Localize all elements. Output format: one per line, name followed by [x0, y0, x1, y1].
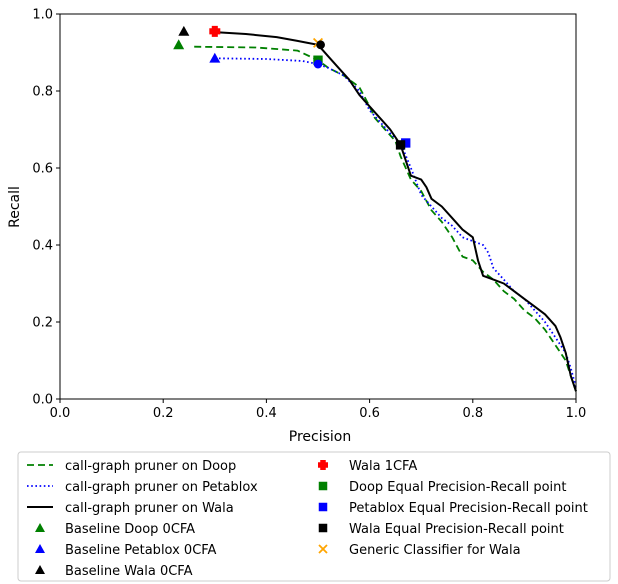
- x-tick-label: 0.6: [359, 406, 380, 421]
- point-marker-4: [209, 25, 221, 37]
- point-marker-7: [395, 140, 406, 150]
- legend-marker-swatch: [318, 523, 328, 533]
- point-marker-1: [173, 39, 185, 50]
- y-axis-label: Recall: [7, 186, 23, 228]
- extra-marker-2: [316, 40, 325, 50]
- point-marker-3: [178, 25, 190, 36]
- legend-marker-swatch: [35, 565, 45, 574]
- y-tick-label: 0.6: [32, 162, 53, 177]
- x-tick-label: 0.8: [462, 406, 483, 421]
- legend-entry-6: Baseline Wala 0CFA: [35, 564, 193, 579]
- legend-label: Doop Equal Precision-Recall point: [349, 480, 566, 495]
- y-tick-label: 0.2: [32, 316, 53, 331]
- legend-entry-3: call-graph pruner on Wala: [27, 501, 234, 516]
- legend-entry-4: Baseline Doop 0CFA: [35, 522, 195, 537]
- y-tick-label: 1.0: [32, 8, 53, 23]
- series-line-3: [214, 31, 577, 392]
- series-line-2: [214, 57, 577, 388]
- x-tick-label: 1.0: [566, 406, 587, 421]
- axes-frame: [59, 13, 577, 400]
- legend-label: Wala Equal Precision-Recall point: [349, 522, 564, 537]
- legend-marker-swatch: [318, 502, 328, 512]
- legend-marker-swatch: [318, 544, 328, 554]
- y-tick-label: 0.8: [32, 85, 53, 100]
- legend-entry-8: Doop Equal Precision-Recall point: [318, 480, 566, 495]
- extra-marker-1: [313, 59, 323, 69]
- legend-entry-5: Baseline Petablox 0CFA: [35, 543, 217, 558]
- y-tick-label: 0.0: [32, 393, 53, 408]
- x-tick-label: 0.4: [256, 406, 277, 421]
- legend-label: Generic Classifier for Wala: [349, 543, 521, 558]
- legend-marker-swatch: [318, 460, 328, 470]
- legend-entry-11: Generic Classifier for Wala: [318, 543, 521, 558]
- legend-entry-2: call-graph pruner on Petablox: [27, 480, 258, 495]
- legend-label: Petablox Equal Precision-Recall point: [349, 501, 588, 516]
- legend-marker-swatch: [318, 481, 328, 491]
- legend-marker-swatch: [35, 523, 45, 532]
- plot-area: [173, 25, 577, 392]
- x-axis-label: Precision: [289, 429, 351, 445]
- legend-label: Baseline Doop 0CFA: [65, 522, 195, 537]
- point-marker-6: [401, 138, 411, 148]
- series-line-1: [194, 45, 577, 392]
- axes: 0.0 0.2 0.4 0.6 0.8 1.0 0.0 0.2 0.4 0.6 0.8 1.0: [32, 8, 586, 422]
- legend-box: [17, 451, 611, 582]
- y-tick-label: 0.4: [32, 239, 53, 254]
- legend-entry-1: call-graph pruner on Doop: [27, 459, 236, 474]
- legend-marker-swatch: [35, 544, 45, 553]
- point-marker-2: [209, 52, 221, 63]
- legend-label: call-graph pruner on Wala: [65, 501, 234, 516]
- x-tick-label: 0.0: [50, 406, 71, 421]
- legend-label: Baseline Petablox 0CFA: [65, 543, 217, 558]
- legend-label: call-graph pruner on Petablox: [65, 480, 258, 495]
- legend-entry-9: Petablox Equal Precision-Recall point: [318, 501, 588, 516]
- legend: call-graph pruner on Doop call-graph prun…: [17, 451, 611, 582]
- legend-entry-7: Wala 1CFA: [318, 459, 417, 474]
- legend-label: call-graph pruner on Doop: [65, 459, 236, 474]
- legend-entry-10: Wala Equal Precision-Recall point: [318, 522, 564, 537]
- x-tick-label: 0.2: [153, 406, 174, 421]
- legend-label: Wala 1CFA: [349, 459, 417, 474]
- legend-label: Baseline Wala 0CFA: [65, 564, 193, 579]
